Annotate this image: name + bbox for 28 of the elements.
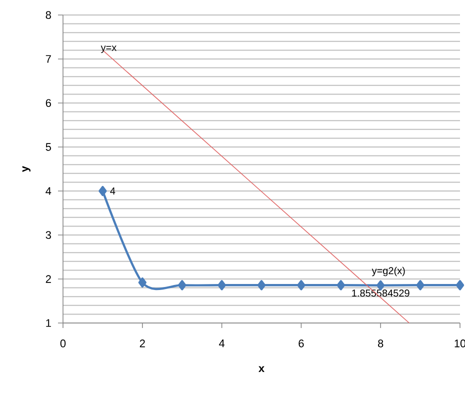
point (456, 280, 464, 290)
y-tick-label: 3 (46, 231, 51, 239)
x-tick-label: 0 (60, 340, 66, 348)
point (138, 277, 147, 288)
point (98, 186, 107, 196)
y-tick-label: 2 (46, 275, 51, 283)
point (218, 280, 226, 290)
point (257, 280, 266, 290)
point (297, 280, 306, 290)
x-tick-label: 4 (218, 340, 225, 348)
point (178, 280, 186, 290)
y-tick-label: 8 (46, 11, 51, 19)
series-label: y=g2(x) (372, 266, 405, 276)
y-tick-label: 5 (46, 143, 51, 151)
y-tick-label: 7 (46, 55, 51, 63)
x-tick-label: 6 (298, 340, 304, 348)
y-tick-label: 4 (46, 187, 52, 195)
point (376, 280, 385, 290)
x-tick-label: 2 (140, 340, 145, 348)
y-tick-label: 6 (46, 99, 51, 107)
x-axis-title: x (258, 366, 264, 372)
x-tick-label: 8 (378, 340, 384, 348)
y-axis-title: y (22, 166, 30, 172)
point (336, 280, 346, 290)
point (416, 280, 424, 290)
y-tick-label: 1 (46, 319, 51, 327)
series-label: y=x (100, 46, 117, 53)
data-label: 4 (110, 188, 116, 194)
